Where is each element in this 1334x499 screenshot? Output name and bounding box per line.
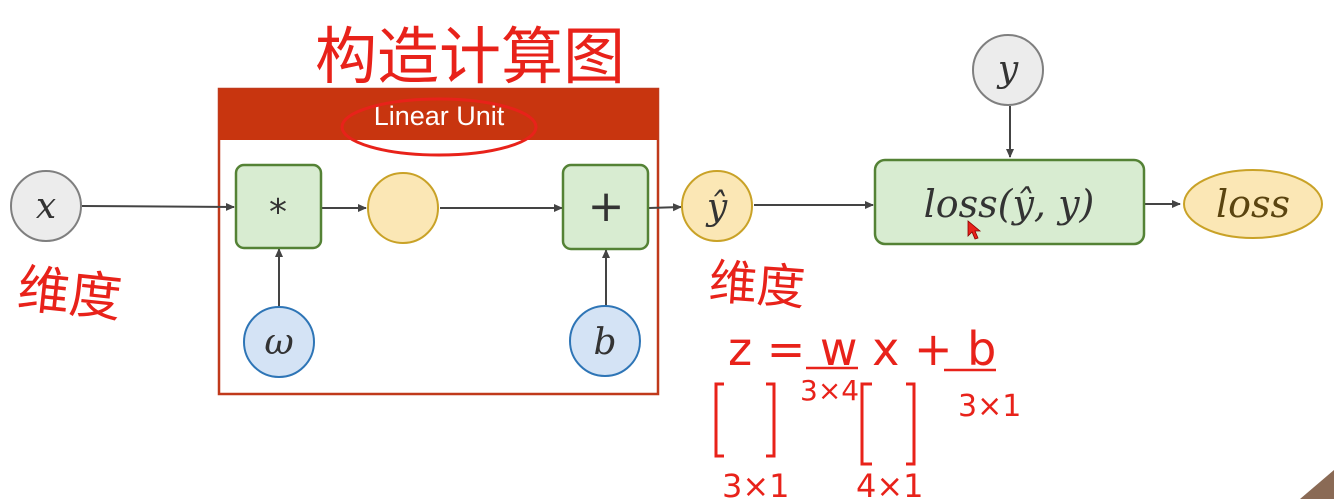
x-shape-annotation: 4×1 [856,467,924,499]
intermediate-value-node [367,172,439,244]
equation-annotation: z = w x + b [728,322,996,376]
y-node: y [972,34,1044,106]
b-label: b [593,322,616,363]
y-label: y [996,49,1019,90]
z-shape-annotation: 3×1 [722,467,790,499]
input-x-node: x [10,170,82,242]
graph-edges [81,106,1181,312]
edge-add-to-yhat [648,203,682,212]
b-node: b [569,305,641,377]
header-circle-annotation [340,97,538,157]
corner-image-fragment [1300,470,1334,499]
y-hat-label: ŷ [705,187,728,228]
dimension-annotation-left: 维度 [15,259,125,330]
add-node: + [561,163,650,251]
dimension-annotation-right: 维度 [707,254,807,317]
mouse-cursor-icon [967,220,982,240]
edge-x-to-multiply [81,202,235,211]
loss-function-node: loss(ŷ, y) [873,158,1146,246]
handwritten-title: 构造计算图 [315,20,625,93]
y-hat-node: ŷ [681,170,753,242]
b-shape-annotation: 3×1 [958,389,1021,424]
multiply-label: * [269,192,287,233]
loss-function-label: loss(ŷ, y) [924,182,1095,226]
add-label: + [588,181,625,232]
omega-label: ω [264,322,293,363]
w-shape-annotation: 3×4 [800,374,859,407]
loss-output-label: loss [1216,182,1290,226]
omega-node: ω [243,306,315,378]
matrix-bracket-z [714,382,776,458]
multiply-node: * [234,163,323,250]
matrix-bracket-x [860,382,916,466]
input-x-label: x [36,186,56,227]
loss-output-node: loss [1183,169,1323,239]
linear-unit-header: Linear Unit [374,101,505,131]
